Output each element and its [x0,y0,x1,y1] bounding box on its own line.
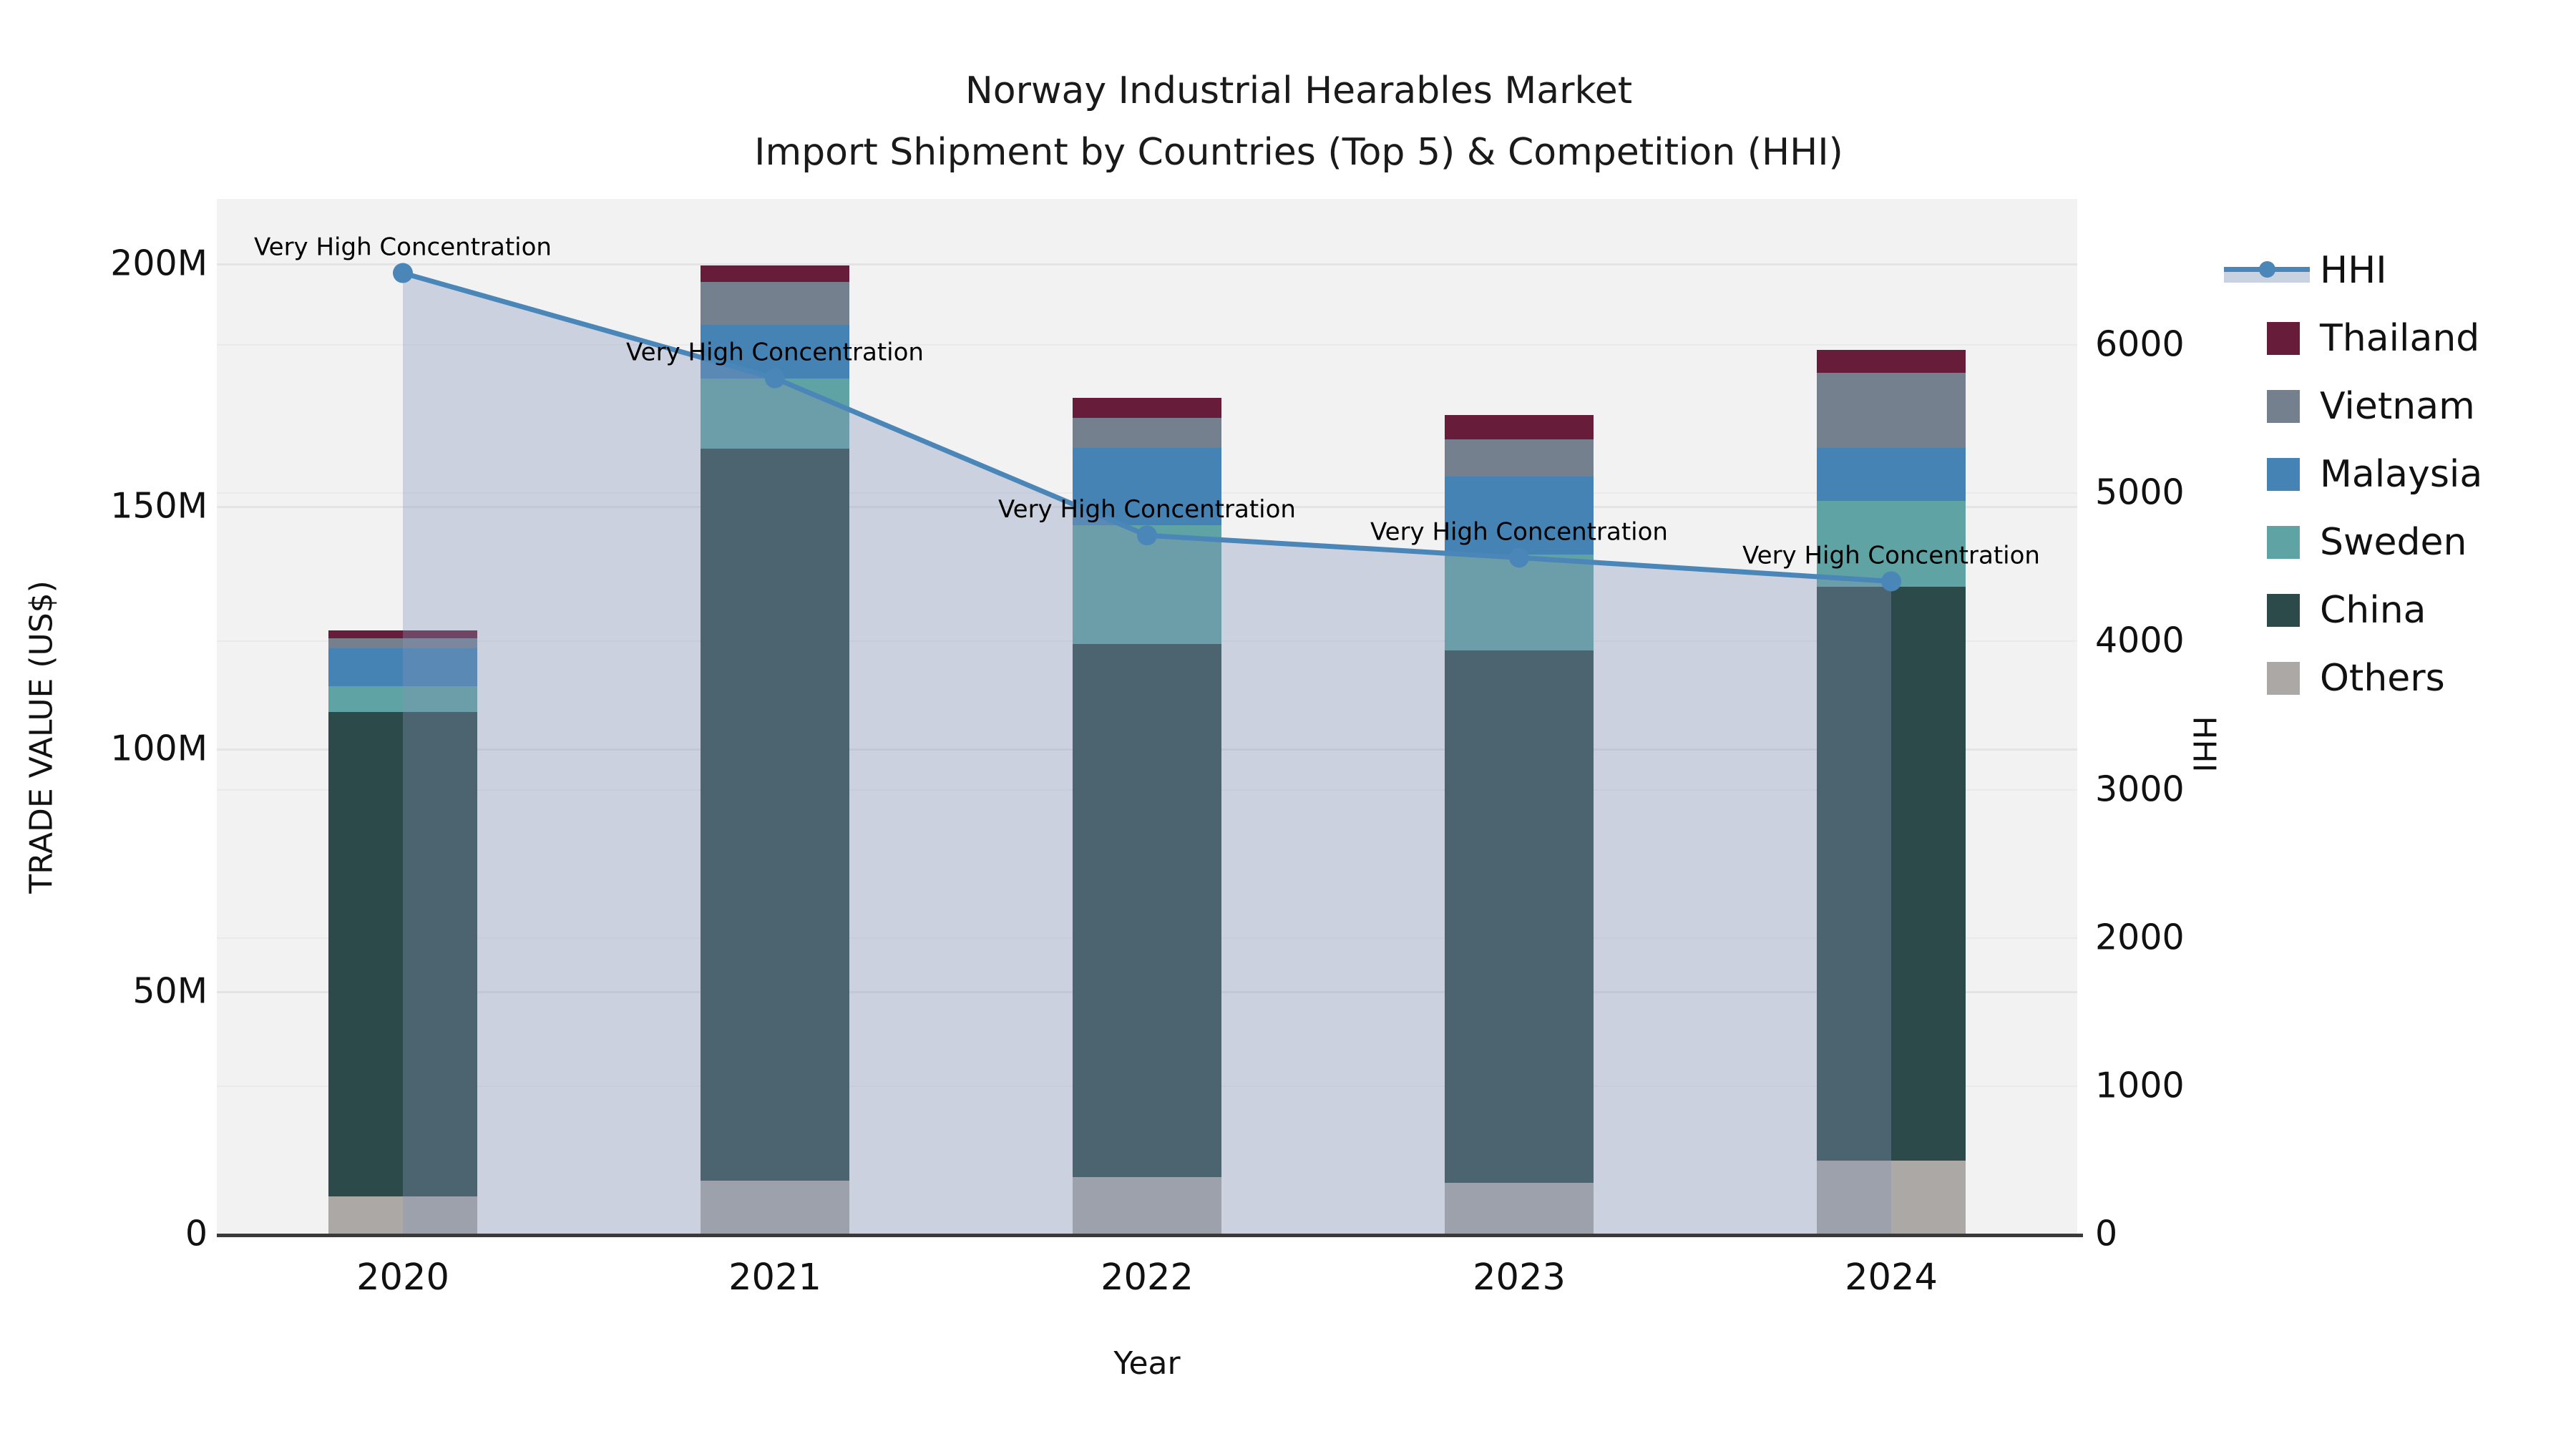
bar-segment-china-2021 [701,448,849,1181]
bar-segment-others-2023 [1445,1183,1594,1234]
x-axis-spine [217,1234,2083,1237]
annotation-2023: Very High Concentration [1370,517,1668,546]
right-axis-tick-label: 0 [2095,1213,2118,1254]
bar-segment-china-2024 [1817,586,1966,1161]
legend-label: Vietnam [2320,384,2475,428]
right-axis-title: HHI [2185,716,2223,773]
bar-segment-others-2024 [1817,1160,1966,1234]
bar-segment-thailand-2022 [1073,398,1221,419]
legend-item-others: Others [2267,644,2482,712]
left-axis-tick-label: 150M [110,485,208,527]
bar-segment-vietnam-2024 [1817,373,1966,449]
legend-swatch-thailand [2267,321,2300,355]
legend-swatch-sweden [2267,525,2300,559]
gridline [217,344,2077,346]
gridline [217,263,2077,265]
bar-segment-thailand-2023 [1445,415,1594,440]
legend-item-vietnam: Vietnam [2267,372,2482,440]
chart-title: Norway Industrial Hearables Market Impor… [754,60,1843,183]
bar-segment-vietnam-2021 [701,281,849,326]
bar-segment-china-2020 [328,712,477,1196]
legend-swatch-china [2267,593,2300,627]
bar-segment-others-2022 [1073,1177,1221,1234]
x-axis-tick-label-2021: 2021 [728,1257,821,1299]
bar-segment-malaysia-2023 [1445,477,1594,555]
legend: HHI Thailand Vietnam Malaysia Sweden China Oth… [2224,236,2482,712]
bar-segment-sweden-2021 [701,379,849,449]
left-axis-tick-label: 50M [132,970,208,1012]
right-axis-tick-label: 3000 [2095,769,2185,809]
right-axis-tick-label: 4000 [2095,620,2185,661]
hhi-marker-2021 [765,368,785,389]
legend-label: HHI [2320,248,2387,292]
bar-segment-malaysia-2024 [1817,448,1966,502]
x-axis-title: Year [1113,1345,1181,1382]
hhi-marker-2022 [1137,525,1157,546]
hhi-marker-2020 [393,263,413,283]
legend-label: Thailand [2320,316,2480,360]
right-axis-tick-label: 1000 [2095,1065,2185,1106]
annotation-2021: Very High Concentration [626,338,924,367]
bar-segment-vietnam-2023 [1445,439,1594,477]
bar-segment-vietnam-2022 [1073,418,1221,449]
annotation-2022: Very High Concentration [998,495,1296,524]
bar-segment-china-2023 [1445,650,1594,1184]
bar-segment-others-2020 [328,1196,477,1234]
legend-item-hhi: HHI [2224,236,2482,304]
legend-swatch-vietnam [2267,389,2300,423]
legend-label: Malaysia [2320,452,2483,496]
left-axis-tick-label: 0 [185,1213,208,1254]
right-axis-tick-label: 2000 [2095,917,2185,958]
legend-item-sweden: Sweden [2267,508,2482,576]
legend-hhi-line-swatch [2224,254,2310,287]
bar-segment-vietnam-2020 [328,638,477,648]
bar-segment-sweden-2023 [1445,555,1594,651]
legend-label: China [2320,588,2426,632]
hhi-marker-2023 [1509,547,1529,568]
legend-swatch-malaysia [2267,457,2300,491]
legend-item-thailand: Thailand [2267,304,2482,372]
legend-item-china: China [2267,576,2482,644]
bar-segment-thailand-2021 [701,265,849,282]
bar-segment-china-2022 [1073,644,1221,1178]
x-axis-tick-label-2023: 2023 [1473,1257,1566,1299]
x-axis-tick-label-2020: 2020 [356,1257,449,1299]
bar-segment-malaysia-2020 [328,648,477,686]
bar-segment-sweden-2020 [328,686,477,713]
hhi-marker-2024 [1881,571,1901,592]
annotation-2024: Very High Concentration [1742,541,2040,570]
bar-segment-others-2021 [701,1181,849,1234]
legend-swatch-others [2267,661,2300,695]
legend-label: Sweden [2320,520,2467,564]
bar-segment-thailand-2024 [1817,350,1966,374]
chart-title-line2: Import Shipment by Countries (Top 5) & C… [754,131,1843,174]
left-axis-title: TRADE VALUE (US$) [23,580,60,894]
chart-title-line1: Norway Industrial Hearables Market [965,69,1633,112]
left-axis-tick-label: 100M [110,728,208,769]
right-axis-tick-label: 5000 [2095,472,2185,513]
annotation-2020: Very High Concentration [254,233,552,262]
x-axis-tick-label-2022: 2022 [1101,1257,1194,1299]
legend-item-malaysia: Malaysia [2267,440,2482,508]
hhi-area-fill [403,273,1891,1234]
right-axis-tick-label: 6000 [2095,323,2185,365]
bar-segment-thailand-2020 [328,630,477,639]
legend-label: Others [2320,656,2445,700]
x-axis-tick-label-2024: 2024 [1845,1257,1938,1299]
left-axis-tick-label: 200M [110,243,208,284]
